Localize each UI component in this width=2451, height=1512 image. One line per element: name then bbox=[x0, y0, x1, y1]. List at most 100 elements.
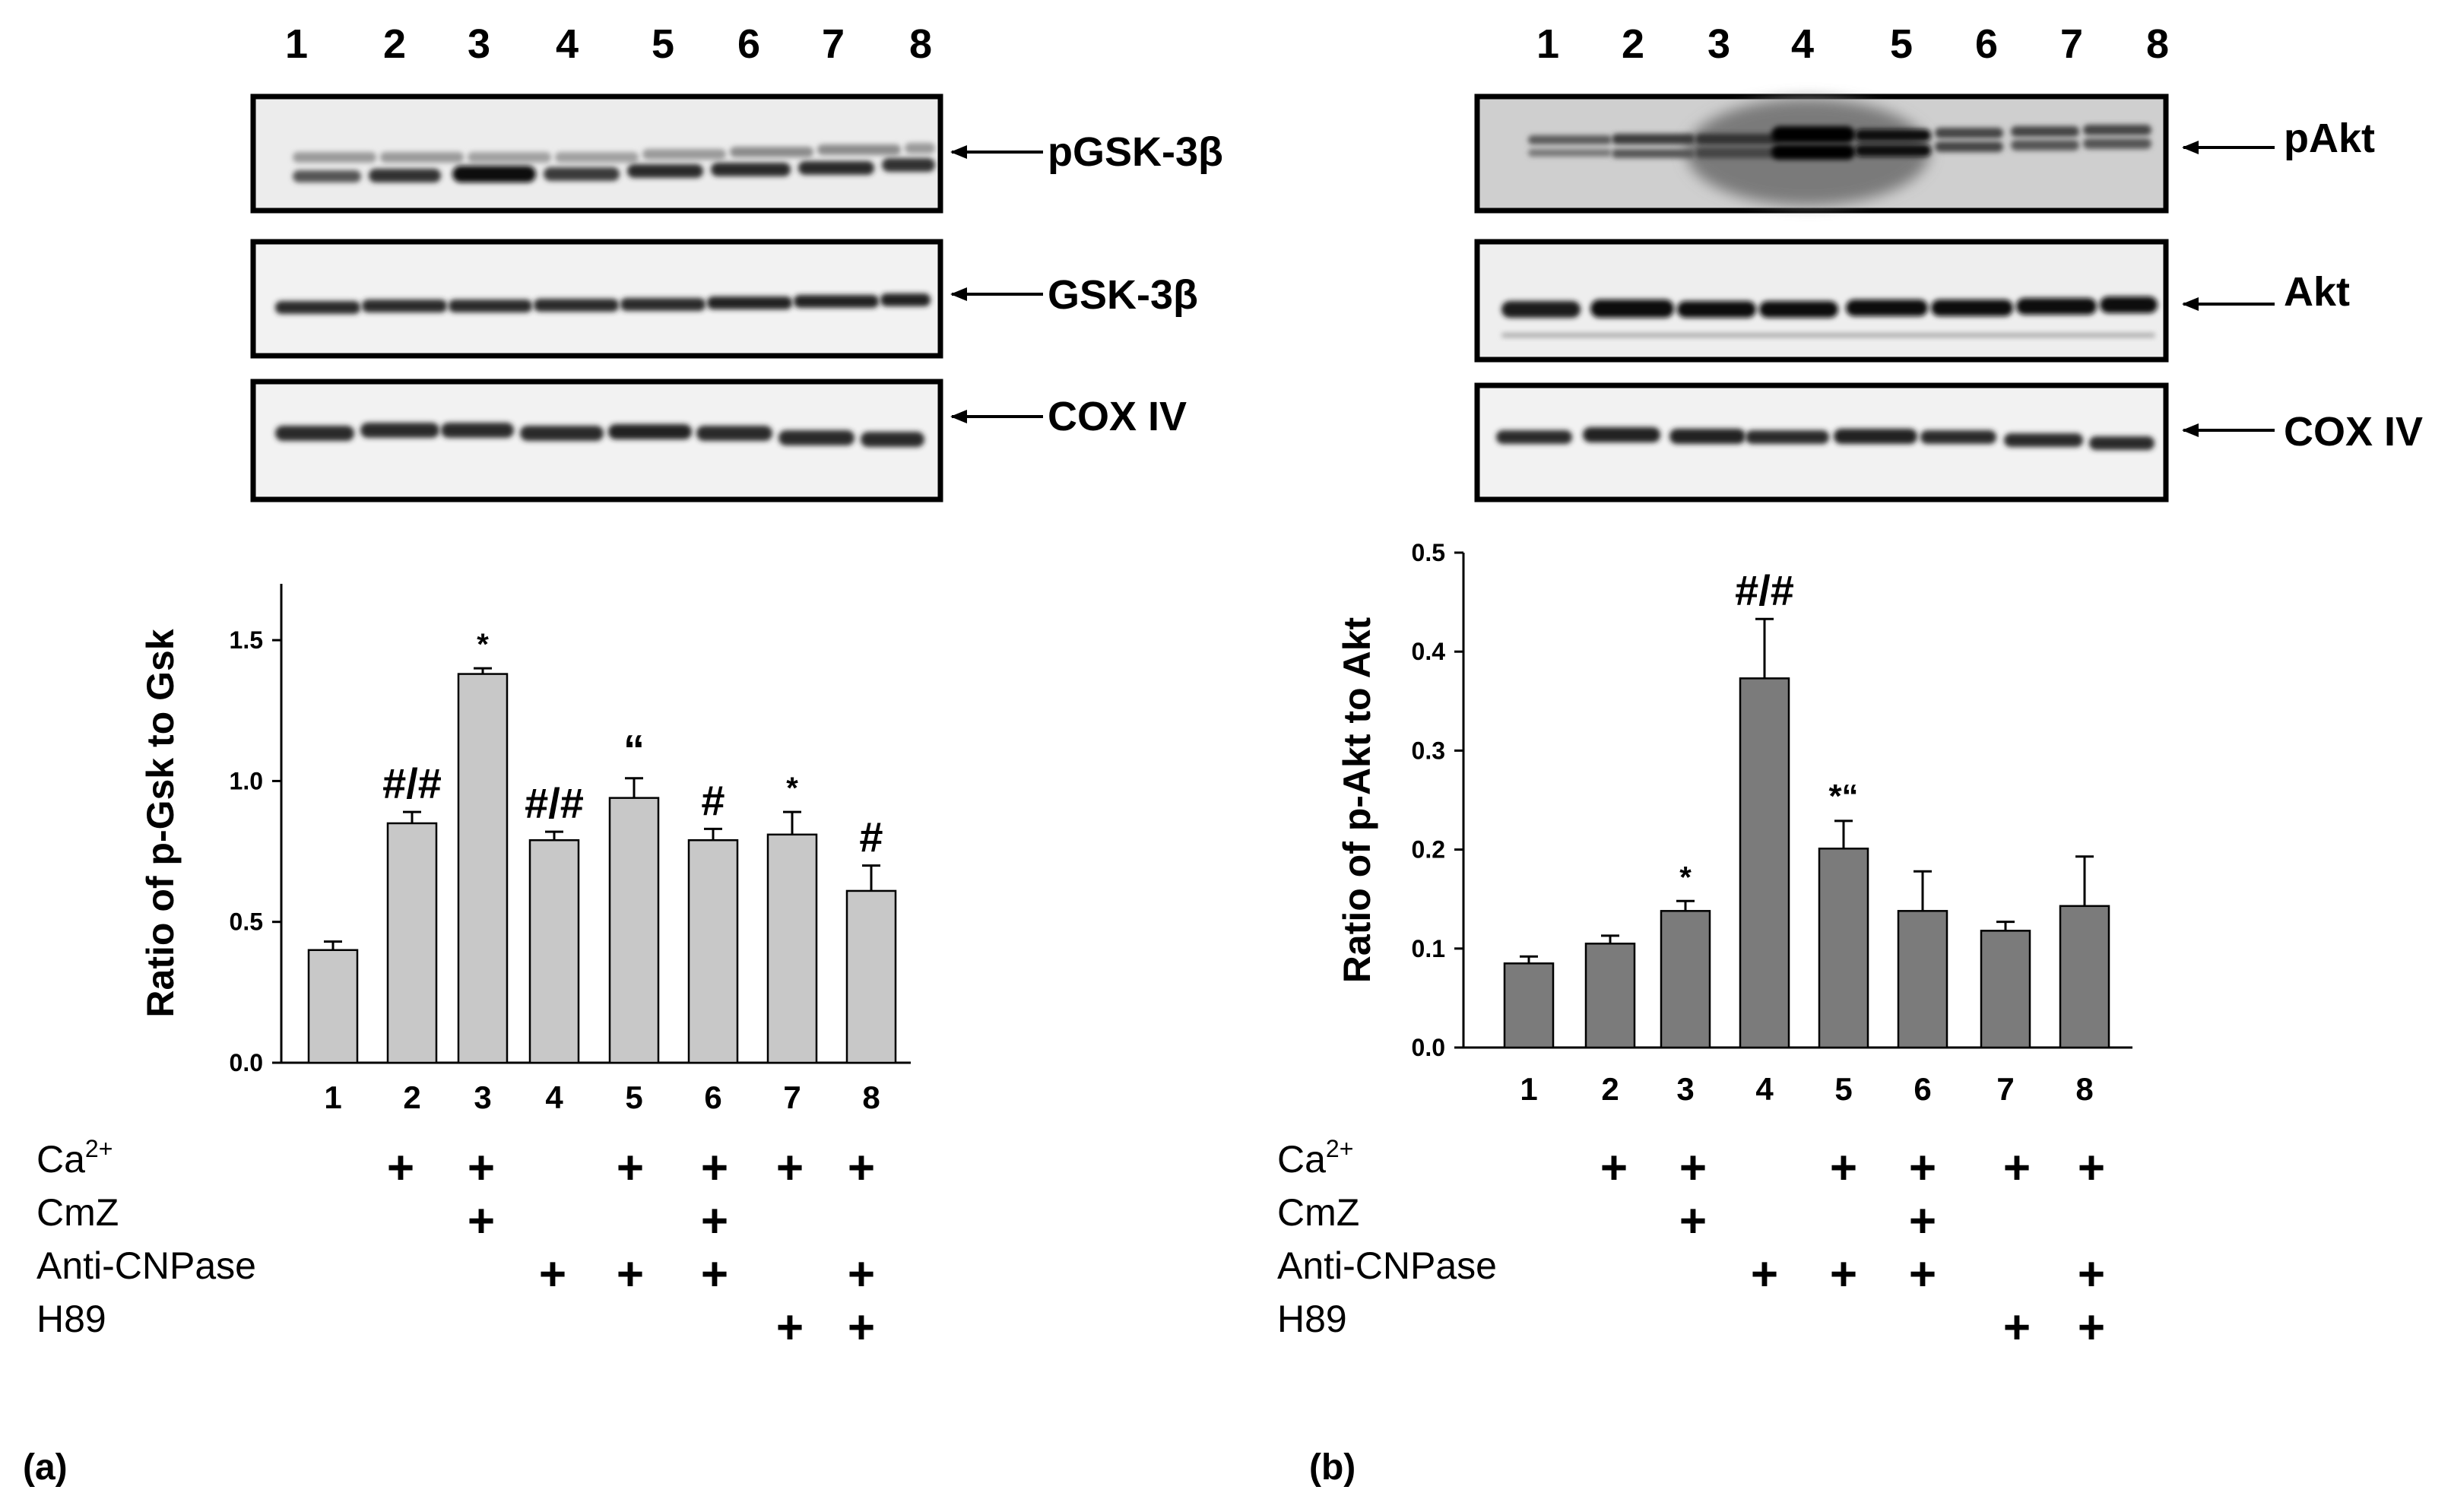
lane-number: 7 bbox=[822, 21, 845, 67]
bar bbox=[845, 889, 897, 1064]
y-tick-label: 1.0 bbox=[230, 767, 263, 794]
plus-mark: + bbox=[617, 1248, 644, 1301]
plus-mark: + bbox=[539, 1248, 566, 1301]
arrow-head bbox=[950, 410, 967, 423]
significance-marker: #/# bbox=[525, 779, 584, 827]
treatment-label: Anti-CNPase bbox=[1277, 1244, 1497, 1287]
significance-marker: #/# bbox=[382, 759, 442, 807]
plus-mark: + bbox=[617, 1142, 644, 1194]
panel-label: (a) bbox=[23, 1447, 68, 1488]
x-category-label: 6 bbox=[704, 1079, 721, 1115]
treatment-label: CmZ bbox=[1277, 1191, 1359, 1234]
plus-mark: + bbox=[1751, 1248, 1778, 1301]
plus-mark: + bbox=[1909, 1248, 1936, 1301]
plus-mark: + bbox=[387, 1142, 414, 1194]
arrow-head bbox=[950, 145, 967, 159]
bar bbox=[1739, 677, 1790, 1049]
x-category-label: 6 bbox=[1914, 1071, 1931, 1107]
x-category-label: 5 bbox=[1834, 1071, 1852, 1107]
cox-iv-blot-b: COX IV bbox=[1474, 382, 2423, 502]
blot-label: GSK-3β bbox=[1048, 272, 1198, 318]
akt-total-blot: Akt bbox=[1474, 239, 2350, 363]
plus-mark: + bbox=[2078, 1301, 2105, 1354]
plus-mark: + bbox=[2078, 1248, 2105, 1301]
pakt-bands bbox=[1528, 99, 2151, 205]
arrow-head bbox=[2182, 141, 2199, 154]
x-category-label: 1 bbox=[1520, 1071, 1537, 1107]
y-tick-label: 0.4 bbox=[1412, 638, 1446, 665]
cox-iv-bands bbox=[275, 423, 924, 447]
pakt-blot: pAkt bbox=[1474, 94, 2375, 214]
treatment-label: Anti-CNPase bbox=[36, 1244, 256, 1287]
plus-mark: + bbox=[1830, 1248, 1857, 1301]
arrow-head bbox=[2182, 297, 2199, 311]
y-axis-label: Ratio of p-Akt to Akt bbox=[1336, 617, 1378, 983]
y-tick-label: 0.2 bbox=[1412, 836, 1445, 864]
plus-mark: + bbox=[468, 1142, 495, 1194]
plus-mark: + bbox=[1679, 1142, 1707, 1194]
significance-marker: #/# bbox=[1735, 566, 1794, 614]
x-category-label: 4 bbox=[545, 1079, 563, 1115]
panel-a-lane-numbers: 1 2 3 4 5 6 7 8 bbox=[285, 21, 932, 67]
significance-marker: # bbox=[701, 776, 725, 824]
plus-mark: + bbox=[1909, 1142, 1936, 1194]
lane-number: 8 bbox=[2146, 21, 2169, 67]
bar bbox=[1503, 962, 1555, 1049]
bar bbox=[2059, 905, 2110, 1049]
significance-marker: * bbox=[1679, 861, 1692, 894]
lane-number: 6 bbox=[737, 21, 760, 67]
bar bbox=[1980, 930, 2031, 1049]
treatment-marks: + + + + + ++ ++ + + ++ + bbox=[1600, 1142, 2105, 1354]
arrow-head bbox=[2182, 423, 2199, 437]
gsk-total-blot: GSK-3β bbox=[250, 239, 1198, 359]
x-category-label: 7 bbox=[1996, 1071, 2014, 1107]
bar bbox=[1818, 848, 1869, 1049]
cox-iv-blot-a: COX IV bbox=[250, 379, 1187, 502]
pgsk-bands bbox=[293, 143, 935, 182]
plus-mark: + bbox=[776, 1142, 804, 1194]
bar bbox=[528, 838, 580, 1064]
y-tick-label: 0.5 bbox=[1412, 539, 1445, 566]
y-tick-label: 0.5 bbox=[230, 908, 263, 936]
lane-number: 3 bbox=[1707, 21, 1730, 67]
x-category-label: 1 bbox=[324, 1079, 341, 1115]
arrow-head bbox=[950, 287, 967, 301]
bar bbox=[1584, 943, 1636, 1049]
y-axis-label: Ratio of p-Gsk to Gsk bbox=[139, 629, 182, 1017]
lane-number: 2 bbox=[383, 21, 406, 67]
y-tick-label: 0.0 bbox=[1412, 1034, 1445, 1061]
significance-marker: # bbox=[859, 813, 883, 861]
panel-label: (b) bbox=[1309, 1447, 1356, 1488]
x-category-label: 3 bbox=[474, 1079, 491, 1115]
gsk-total-bands bbox=[275, 293, 931, 314]
lane-number: 2 bbox=[1622, 21, 1644, 67]
bar bbox=[457, 673, 509, 1064]
significance-marker: “ bbox=[623, 726, 645, 774]
plus-mark: + bbox=[701, 1195, 728, 1247]
significance-marker: * bbox=[786, 772, 798, 805]
blot-label: Akt bbox=[2284, 269, 2350, 315]
plus-mark: + bbox=[701, 1248, 728, 1301]
x-category-label: 7 bbox=[783, 1079, 801, 1115]
x-category-label: 3 bbox=[1676, 1071, 1694, 1107]
plus-mark: + bbox=[776, 1301, 804, 1354]
x-category-label: 2 bbox=[403, 1079, 420, 1115]
treatment-table-a: Ca2+ CmZ Anti-CNPase H89 + + + + + ++ ++ + + ++ + bbox=[36, 1135, 875, 1354]
plus-mark: + bbox=[848, 1142, 875, 1194]
plus-mark: + bbox=[1909, 1195, 1936, 1247]
lane-number: 5 bbox=[1890, 21, 1913, 67]
y-tick-label: 0.1 bbox=[1412, 935, 1445, 962]
pgsk-blot: pGSK-3β bbox=[250, 94, 1223, 214]
bar bbox=[687, 838, 739, 1064]
y-tick-label: 0.0 bbox=[230, 1049, 263, 1076]
bar bbox=[1897, 910, 1948, 1049]
lane-number: 3 bbox=[468, 21, 490, 67]
plus-mark: + bbox=[2003, 1301, 2031, 1354]
x-category-label: 5 bbox=[625, 1079, 642, 1115]
lane-number: 4 bbox=[556, 21, 579, 67]
x-category-label: 8 bbox=[2075, 1071, 2093, 1107]
bar bbox=[766, 833, 818, 1064]
treatment-label: Ca2+ bbox=[1277, 1135, 1353, 1181]
treatment-marks: + + + + + ++ ++ + + ++ + bbox=[387, 1142, 875, 1354]
y-tick-label: 1.5 bbox=[230, 626, 263, 654]
